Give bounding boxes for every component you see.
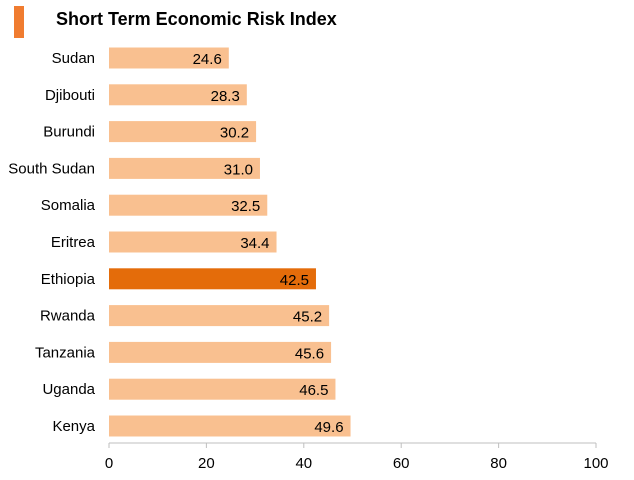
value-label-djibouti: 28.3 <box>211 88 240 105</box>
category-label-ethiopia: Ethiopia <box>41 271 96 288</box>
category-label-south-sudan: South Sudan <box>8 160 95 177</box>
category-label-rwanda: Rwanda <box>40 308 96 325</box>
chart-title: Short Term Economic Risk Index <box>56 9 337 29</box>
value-label-eritrea: 34.4 <box>240 235 269 252</box>
category-label-sudan: Sudan <box>52 50 95 67</box>
x-tick-label-100: 100 <box>583 455 608 472</box>
value-label-burundi: 30.2 <box>220 125 249 142</box>
value-label-sudan: 24.6 <box>193 51 222 68</box>
value-label-tanzania: 45.6 <box>295 345 324 362</box>
bar-rwanda <box>109 305 330 327</box>
bar-burundi <box>109 121 257 143</box>
x-tick-label-0: 0 <box>105 455 113 472</box>
title-accent-bar <box>14 6 24 38</box>
labels-group: Sudan 24.6 Djibouti 28.3 Burundi 30.2 South Su… <box>8 50 343 436</box>
value-label-rwanda: 45.2 <box>293 309 322 326</box>
value-label-uganda: 46.5 <box>299 382 328 399</box>
x-axis: 0 20 40 60 80 100 <box>105 442 609 472</box>
category-label-burundi: Burundi <box>43 124 95 141</box>
category-label-uganda: Uganda <box>42 381 95 398</box>
category-label-somalia: Somalia <box>41 197 96 214</box>
x-tick-label-40: 40 <box>295 455 312 472</box>
x-tick-label-80: 80 <box>490 455 507 472</box>
value-label-ethiopia: 42.5 <box>280 272 309 289</box>
value-label-south-sudan: 31.0 <box>224 161 253 178</box>
bar-eritrea <box>109 231 277 253</box>
x-tick-label-20: 20 <box>198 455 215 472</box>
bars-group <box>109 47 351 437</box>
bar-south-sudan <box>109 157 260 179</box>
value-label-somalia: 32.5 <box>231 198 260 215</box>
value-label-kenya: 49.6 <box>314 419 343 436</box>
bar-ethiopia <box>109 268 316 290</box>
category-label-eritrea: Eritrea <box>51 234 96 251</box>
bar-uganda <box>109 378 336 400</box>
x-tick-label-60: 60 <box>393 455 410 472</box>
bar-djibouti <box>109 84 247 106</box>
bar-sudan <box>109 47 229 69</box>
category-label-djibouti: Djibouti <box>45 87 95 104</box>
bar-kenya <box>109 415 351 437</box>
bar-tanzania <box>109 341 332 363</box>
category-label-kenya: Kenya <box>52 418 95 435</box>
category-label-tanzania: Tanzania <box>35 344 96 361</box>
bar-somalia <box>109 194 268 216</box>
